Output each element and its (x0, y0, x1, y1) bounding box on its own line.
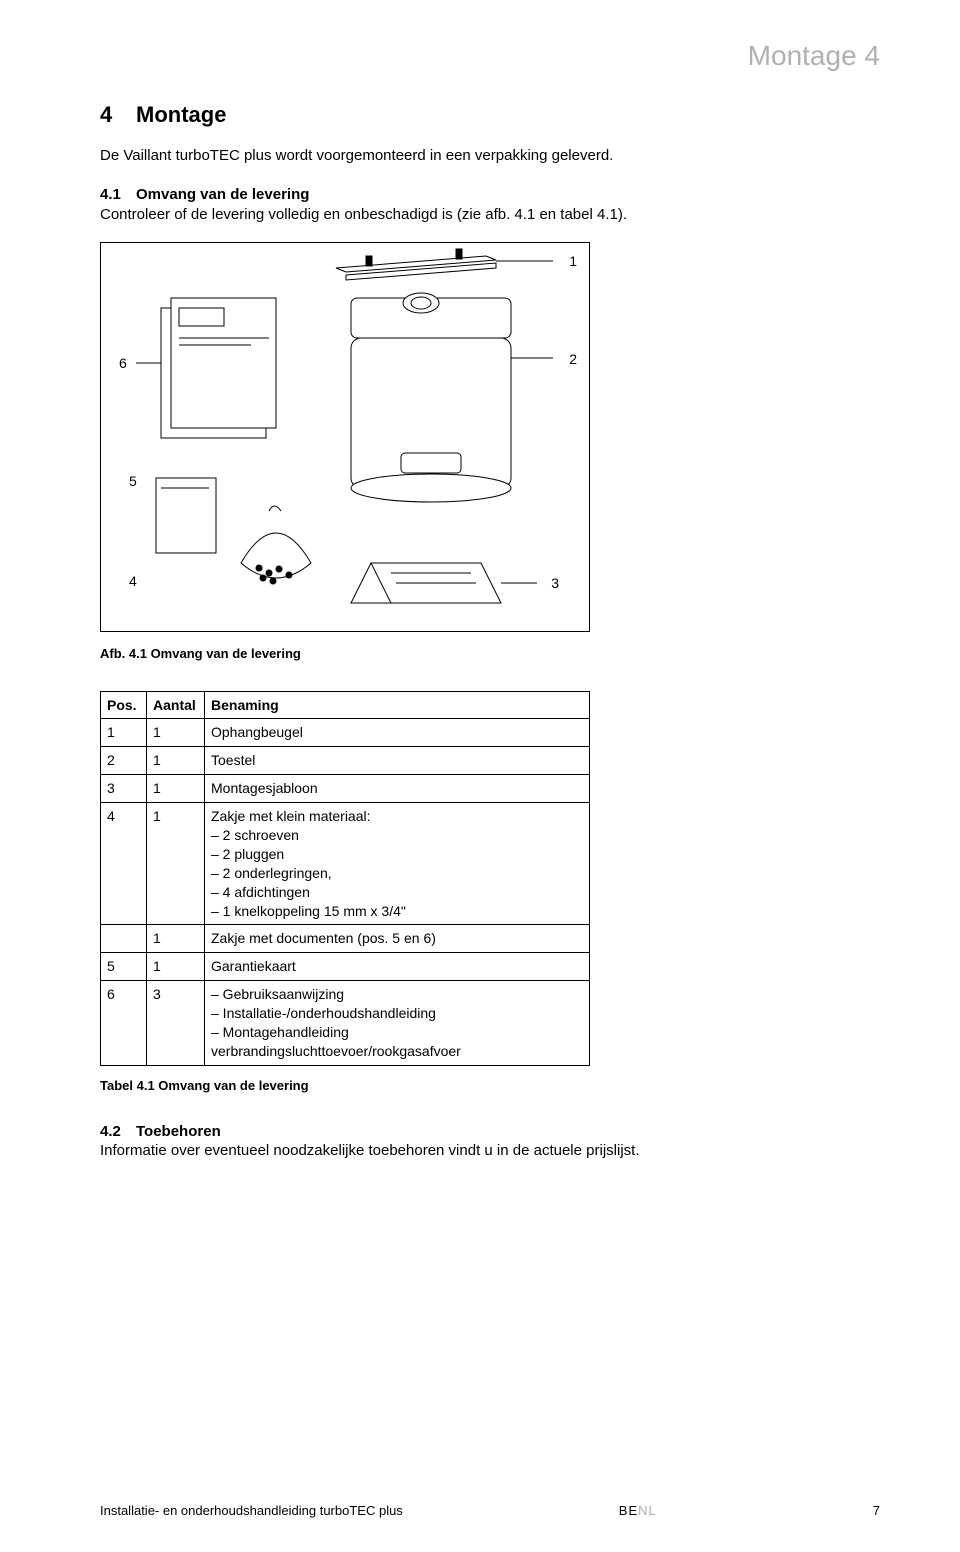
page-footer: Installatie- en onderhoudshandleiding tu… (100, 1503, 880, 1518)
table-row: 21Toestel (101, 747, 590, 775)
table-row: 63– Gebruiksaanwijzing– Installatie-/ond… (101, 981, 590, 1066)
cell-pos: 3 (101, 775, 147, 803)
cell-pos: 5 (101, 953, 147, 981)
subsection-4-1-body: Controleer of de levering volledig en on… (100, 205, 880, 225)
table-header-row: Pos. Aantal Benaming (101, 691, 590, 719)
footer-page-number: 7 (873, 1503, 880, 1518)
cell-qty: 1 (147, 803, 205, 925)
table-4-1-caption: Tabel 4.1 Omvang van de levering (100, 1078, 880, 1093)
cell-qty: 1 (147, 719, 205, 747)
callout-6: 6 (119, 355, 127, 371)
section-title-text: Montage (136, 102, 226, 127)
subsection-4-2-title: Toebehoren (136, 1123, 221, 1140)
footer-left: Installatie- en onderhoudshandleiding tu… (100, 1503, 403, 1518)
cell-pos: 6 (101, 981, 147, 1066)
footer-locale: BENL (619, 1503, 657, 1518)
col-header-desc: Benaming (205, 691, 590, 719)
subsection-4-1-title: Omvang van de levering (136, 186, 309, 203)
cell-qty: 1 (147, 747, 205, 775)
subsection-4-2-number: 4.2 (100, 1123, 136, 1140)
callout-5: 5 (129, 473, 137, 489)
cell-desc: Toestel (205, 747, 590, 775)
section-number: 4 (100, 102, 136, 128)
cell-qty: 1 (147, 953, 205, 981)
cell-pos: 2 (101, 747, 147, 775)
subsection-4-2-body: Informatie over eventueel noodzakelijke … (100, 1142, 640, 1159)
section-title: 4Montage (100, 102, 880, 128)
parts-table: Pos. Aantal Benaming 11Ophangbeugel21Toe… (100, 691, 590, 1066)
section-intro: De Vaillant turboTEC plus wordt voorgemo… (100, 146, 880, 166)
table-row: 51Garantiekaart (101, 953, 590, 981)
callout-2: 2 (569, 351, 577, 367)
callout-4: 4 (129, 573, 137, 589)
cell-qty: 1 (147, 775, 205, 803)
callout-3: 3 (551, 575, 559, 591)
figure-4-1-diagram: 1 2 3 4 5 6 (100, 242, 590, 632)
callout-1: 1 (569, 253, 577, 269)
cell-pos (101, 925, 147, 953)
table-row: 41Zakje met klein materiaal:– 2 schroeve… (101, 803, 590, 925)
figure-4-1-caption: Afb. 4.1 Omvang van de levering (100, 646, 880, 661)
cell-desc: Montagesjabloon (205, 775, 590, 803)
footer-locale-nl: NL (638, 1503, 657, 1518)
subsection-4-1-heading: 4.1Omvang van de levering (100, 186, 880, 203)
cell-desc: Zakje met documenten (pos. 5 en 6) (205, 925, 590, 953)
cell-desc: – Gebruiksaanwijzing– Installatie-/onder… (205, 981, 590, 1066)
subsection-4-1-number: 4.1 (100, 186, 136, 203)
col-header-pos: Pos. (101, 691, 147, 719)
cell-desc: Zakje met klein materiaal:– 2 schroeven–… (205, 803, 590, 925)
diagram-svg (101, 243, 591, 633)
cell-pos: 1 (101, 719, 147, 747)
cell-pos: 4 (101, 803, 147, 925)
cell-qty: 1 (147, 925, 205, 953)
cell-desc: Ophangbeugel (205, 719, 590, 747)
footer-locale-be: BE (619, 1503, 638, 1518)
subsection-4-2: 4.2Toebehoren Informatie over eventueel … (100, 1123, 880, 1161)
page-header-right: Montage 4 (100, 40, 880, 72)
table-row: 1Zakje met documenten (pos. 5 en 6) (101, 925, 590, 953)
cell-qty: 3 (147, 981, 205, 1066)
cell-desc: Garantiekaart (205, 953, 590, 981)
table-row: 11Ophangbeugel (101, 719, 590, 747)
col-header-qty: Aantal (147, 691, 205, 719)
table-row: 31Montagesjabloon (101, 775, 590, 803)
